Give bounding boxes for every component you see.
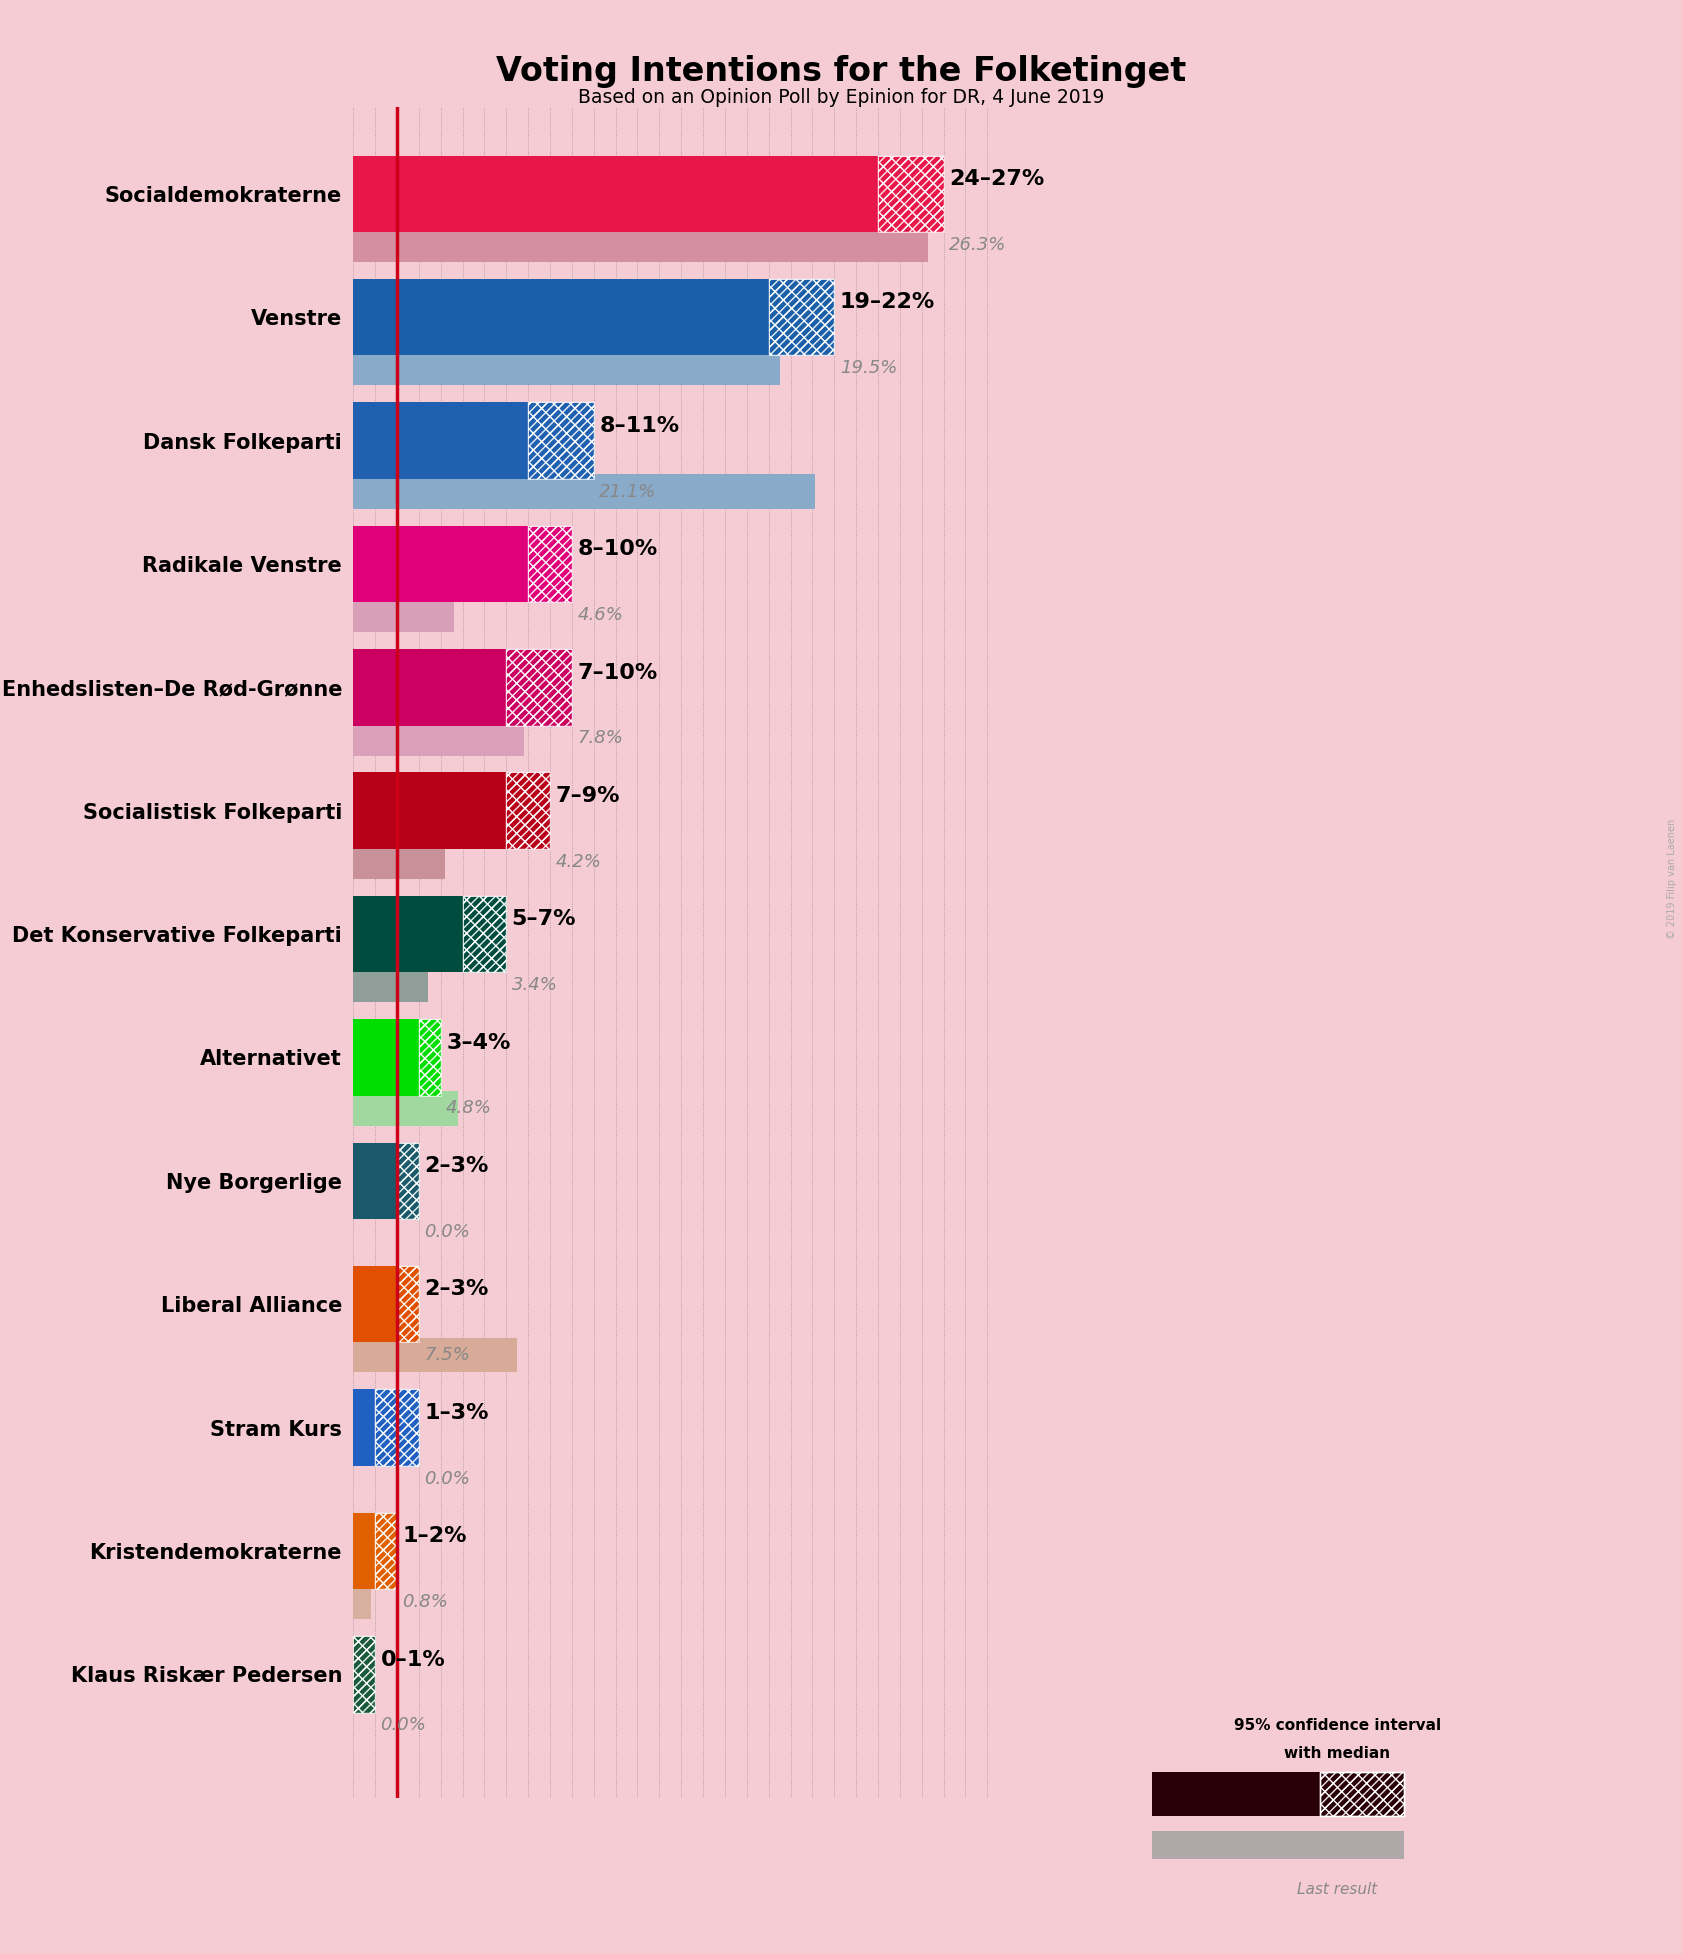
Bar	[353, 352, 779, 385]
Bar	[353, 1512, 375, 1589]
Bar	[353, 649, 506, 725]
Bar	[1320, 1772, 1404, 1815]
Bar	[1320, 1772, 1404, 1815]
Text: © 2019 Filip van Laenen: © 2019 Filip van Laenen	[1667, 819, 1677, 940]
Text: 0.0%: 0.0%	[380, 1716, 427, 1735]
Bar	[353, 895, 463, 973]
Bar	[353, 1389, 375, 1466]
Text: 26.3%: 26.3%	[949, 236, 1006, 254]
Bar	[1152, 1831, 1404, 1858]
Bar	[769, 279, 834, 356]
Text: 8–11%: 8–11%	[599, 416, 680, 436]
Bar	[878, 156, 944, 233]
Text: 24–27%: 24–27%	[949, 170, 1045, 190]
Text: 19–22%: 19–22%	[839, 293, 935, 313]
Bar	[353, 279, 769, 356]
Bar	[353, 1635, 375, 1712]
Text: 21.1%: 21.1%	[599, 483, 656, 500]
Text: 3.4%: 3.4%	[511, 977, 558, 995]
Bar	[419, 1020, 441, 1096]
Text: 95% confidence interval: 95% confidence interval	[1233, 1718, 1441, 1733]
Bar	[353, 1635, 375, 1712]
Bar	[353, 403, 528, 479]
Text: with median: with median	[1283, 1745, 1391, 1761]
Text: 0.0%: 0.0%	[424, 1469, 471, 1487]
Bar	[397, 1266, 419, 1342]
Bar	[375, 1389, 419, 1466]
Bar	[353, 1585, 370, 1620]
Text: 1–3%: 1–3%	[424, 1403, 489, 1423]
Bar	[463, 895, 506, 973]
Bar	[463, 895, 506, 973]
Bar	[353, 1266, 397, 1342]
Bar	[353, 1338, 516, 1372]
Bar	[353, 1020, 419, 1096]
Text: 4.2%: 4.2%	[555, 852, 602, 871]
Text: Last result: Last result	[1297, 1882, 1378, 1897]
Bar	[769, 279, 834, 356]
Bar	[353, 227, 928, 262]
Bar	[506, 772, 550, 848]
Text: 2–3%: 2–3%	[424, 1280, 489, 1299]
Text: 7.5%: 7.5%	[424, 1346, 471, 1364]
Text: 7.8%: 7.8%	[577, 729, 624, 746]
Bar	[353, 1143, 397, 1219]
Text: 0.0%: 0.0%	[424, 1223, 471, 1241]
Text: 1–2%: 1–2%	[402, 1526, 468, 1546]
Bar	[375, 1512, 397, 1589]
Text: 3–4%: 3–4%	[446, 1032, 511, 1053]
Bar	[353, 475, 814, 508]
Bar	[353, 844, 446, 879]
Bar	[1152, 1772, 1320, 1815]
Bar	[419, 1020, 441, 1096]
Text: 0–1%: 0–1%	[380, 1649, 446, 1669]
Bar	[528, 526, 572, 602]
Bar	[397, 1266, 419, 1342]
Bar	[506, 772, 550, 848]
Text: 2–3%: 2–3%	[424, 1157, 489, 1176]
Text: Voting Intentions for the Folketinget: Voting Intentions for the Folketinget	[496, 55, 1186, 88]
Bar	[353, 526, 528, 602]
Bar	[375, 1389, 419, 1466]
Text: 4.8%: 4.8%	[446, 1100, 493, 1118]
Bar	[506, 649, 572, 725]
Text: 4.6%: 4.6%	[577, 606, 624, 623]
Bar	[878, 156, 944, 233]
Bar	[397, 1143, 419, 1219]
Text: 7–10%: 7–10%	[577, 662, 658, 682]
Bar	[353, 598, 454, 633]
Bar	[528, 526, 572, 602]
Text: 5–7%: 5–7%	[511, 909, 577, 930]
Bar	[353, 721, 523, 756]
Text: Based on an Opinion Poll by Epinion for DR, 4 June 2019: Based on an Opinion Poll by Epinion for …	[579, 88, 1103, 107]
Bar	[353, 1090, 458, 1126]
Bar	[353, 156, 878, 233]
Text: 0.8%: 0.8%	[402, 1593, 449, 1610]
Bar	[506, 649, 572, 725]
Bar	[353, 772, 506, 848]
Bar	[397, 1143, 419, 1219]
Bar	[528, 403, 594, 479]
Text: 8–10%: 8–10%	[577, 539, 658, 559]
Text: 7–9%: 7–9%	[555, 786, 621, 805]
Bar	[375, 1512, 397, 1589]
Bar	[528, 403, 594, 479]
Text: 19.5%: 19.5%	[839, 360, 897, 377]
Bar	[353, 967, 427, 1002]
